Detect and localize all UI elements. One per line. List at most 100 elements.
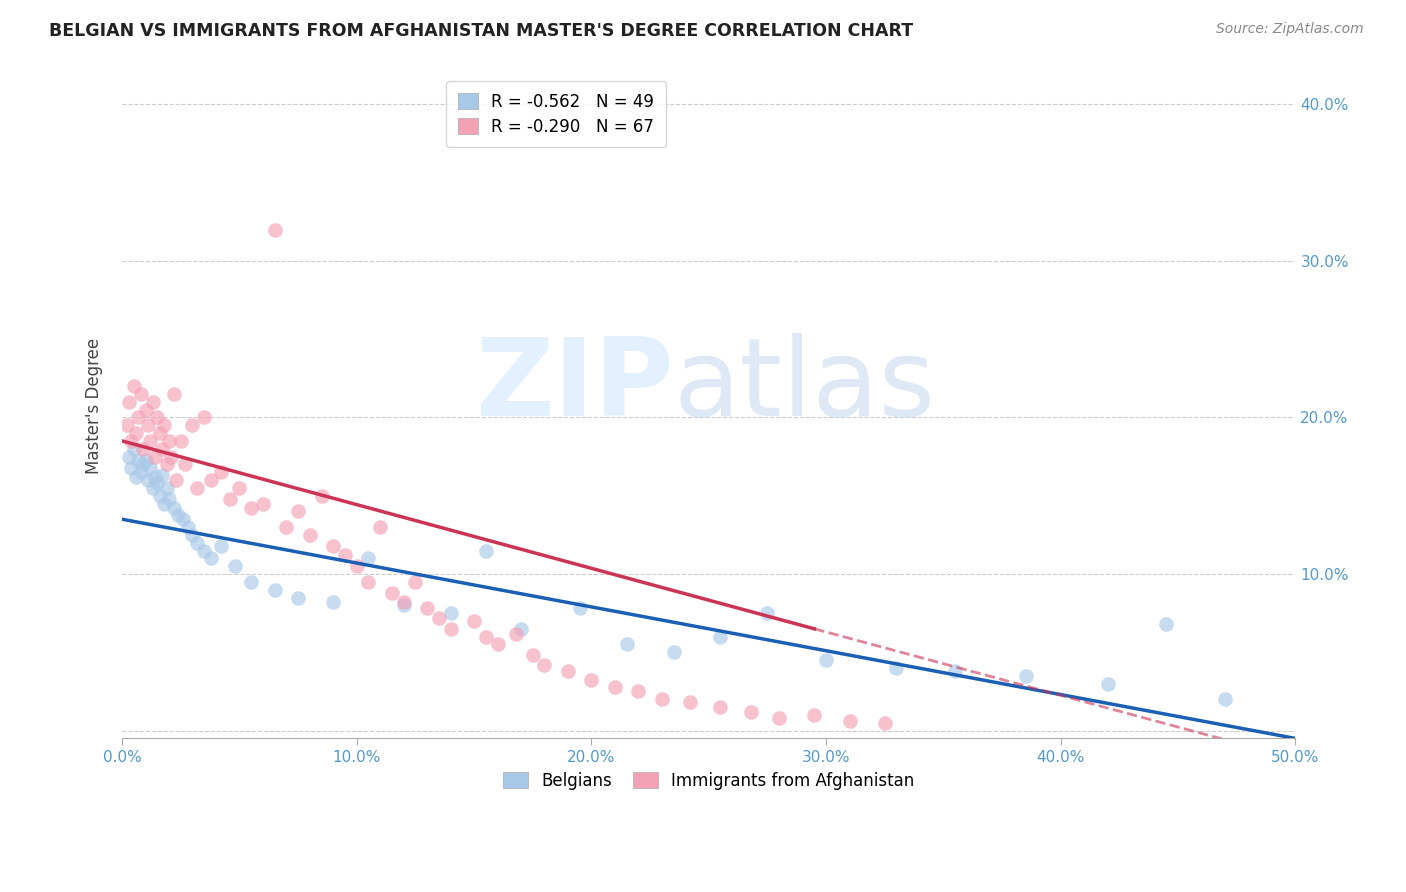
Point: [200, 473, 222, 487]
Point: [156, 458, 179, 472]
Point: [209, 539, 232, 553]
Point: [127, 454, 149, 468]
Point: [163, 387, 186, 401]
Point: [240, 574, 263, 589]
Legend: Belgians, Immigrants from Afghanistan: Belgians, Immigrants from Afghanistan: [491, 758, 928, 804]
Point: [1014, 669, 1036, 683]
Point: [181, 418, 204, 433]
Point: [181, 528, 204, 542]
Point: [756, 606, 779, 620]
Point: [122, 442, 145, 456]
Point: [149, 489, 172, 503]
Point: [172, 512, 194, 526]
Point: [136, 473, 159, 487]
Point: [276, 520, 298, 534]
Point: [662, 645, 685, 659]
Point: [120, 434, 142, 448]
Point: [219, 491, 242, 506]
Point: [357, 551, 380, 566]
Point: [381, 586, 404, 600]
Point: [115, 418, 138, 433]
Point: [803, 707, 825, 722]
Point: [127, 410, 149, 425]
Point: [142, 394, 165, 409]
Point: [740, 705, 762, 719]
Point: [475, 543, 498, 558]
Point: [136, 418, 159, 433]
Point: [134, 452, 156, 467]
Point: [125, 470, 148, 484]
Point: [209, 465, 232, 479]
Point: [122, 379, 145, 393]
Point: [118, 394, 141, 409]
Point: [815, 653, 838, 667]
Point: [616, 638, 638, 652]
Point: [157, 491, 180, 506]
Point: [160, 450, 183, 464]
Point: [163, 501, 186, 516]
Point: [129, 387, 152, 401]
Point: [392, 595, 415, 609]
Text: Source: ZipAtlas.com: Source: ZipAtlas.com: [1216, 22, 1364, 37]
Point: [439, 606, 461, 620]
Point: [240, 501, 263, 516]
Point: [311, 489, 333, 503]
Point: [943, 664, 966, 678]
Point: [149, 426, 172, 441]
Point: [486, 638, 509, 652]
Point: [298, 528, 321, 542]
Point: [139, 434, 162, 448]
Point: [439, 622, 461, 636]
Point: [125, 426, 148, 441]
Point: [522, 648, 544, 663]
Point: [186, 535, 208, 549]
Point: [709, 630, 731, 644]
Point: [346, 559, 368, 574]
Point: [143, 470, 166, 484]
Point: [679, 695, 702, 709]
Point: [132, 458, 155, 472]
Point: [557, 664, 579, 678]
Point: [368, 520, 391, 534]
Point: [143, 450, 166, 464]
Point: [322, 539, 344, 553]
Point: [1156, 617, 1178, 632]
Point: [873, 715, 896, 730]
Point: [193, 543, 215, 558]
Point: [200, 551, 222, 566]
Point: [357, 574, 380, 589]
Point: [228, 481, 250, 495]
Point: [139, 460, 162, 475]
Point: [150, 468, 173, 483]
Point: [709, 700, 731, 714]
Point: [510, 622, 533, 636]
Point: [142, 481, 165, 495]
Y-axis label: Master's Degree: Master's Degree: [86, 338, 103, 474]
Point: [134, 402, 156, 417]
Point: [838, 714, 860, 729]
Point: [651, 692, 673, 706]
Point: [333, 548, 356, 562]
Point: [165, 473, 187, 487]
Point: [118, 450, 141, 464]
Point: [1213, 692, 1236, 706]
Point: [416, 601, 439, 615]
Text: BELGIAN VS IMMIGRANTS FROM AFGHANISTAN MASTER'S DEGREE CORRELATION CHART: BELGIAN VS IMMIGRANTS FROM AFGHANISTAN M…: [49, 22, 914, 40]
Point: [167, 508, 190, 522]
Point: [1097, 676, 1119, 690]
Point: [404, 574, 426, 589]
Point: [322, 595, 344, 609]
Point: [132, 442, 155, 456]
Point: [568, 601, 591, 615]
Point: [150, 442, 173, 456]
Point: [392, 599, 415, 613]
Point: [224, 559, 246, 574]
Text: atlas: atlas: [673, 333, 935, 439]
Text: ZIP: ZIP: [475, 333, 673, 439]
Point: [287, 504, 309, 518]
Point: [129, 465, 152, 479]
Point: [252, 497, 274, 511]
Point: [505, 626, 527, 640]
Point: [153, 418, 176, 433]
Point: [156, 481, 179, 495]
